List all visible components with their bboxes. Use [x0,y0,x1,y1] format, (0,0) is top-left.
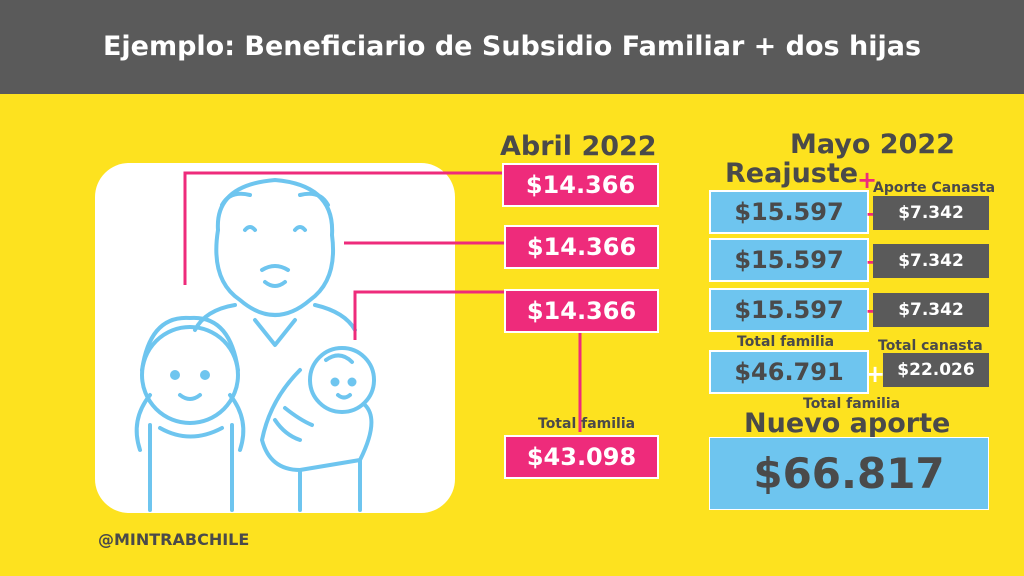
aporte-canasta-label: Aporte Canasta [873,180,996,196]
reajuste-amount-2: $15.597 [709,238,869,282]
aporte-amount-3: $7.342 [873,293,989,327]
reajuste-amount-3: $15.597 [709,288,869,332]
mayo-heading: Mayo 2022 [790,129,955,160]
illustration-card [95,163,455,513]
total-familia-amount: $46.791 [709,350,869,394]
page-title: Ejemplo: Beneficiario de Subsidio Famili… [102,31,922,62]
total-canasta-label: Total canasta [878,338,983,354]
abril-heading: Abril 2022 [500,131,657,162]
abril-total: $43.098 [504,435,659,479]
reajuste-amount-1: $15.597 [709,190,869,234]
twitter-handle: @MINTRABCHILE [98,530,250,549]
total-canasta-amount: $22.026 [883,353,989,387]
plus-sign: + [865,360,886,388]
nuevo-total-label: Total familia [803,396,901,412]
total-familia-label: Total familia [737,334,835,350]
abril-amount-1: $14.366 [502,163,659,207]
aporte-amount-2: $7.342 [873,244,989,278]
abril-amount-3: $14.366 [504,289,659,333]
reajuste-label: Reajuste [725,158,859,189]
aporte-amount-1: $7.342 [873,196,989,230]
header-bar: Ejemplo: Beneficiario de Subsidio Famili… [0,0,1024,94]
abril-amount-2: $14.366 [504,225,659,269]
nuevo-aporte-amount: $66.817 [709,437,989,510]
nuevo-aporte-label: Nuevo aporte [744,408,951,439]
abril-total-label: Total familia [538,416,636,432]
plus-sign: + [857,166,878,194]
